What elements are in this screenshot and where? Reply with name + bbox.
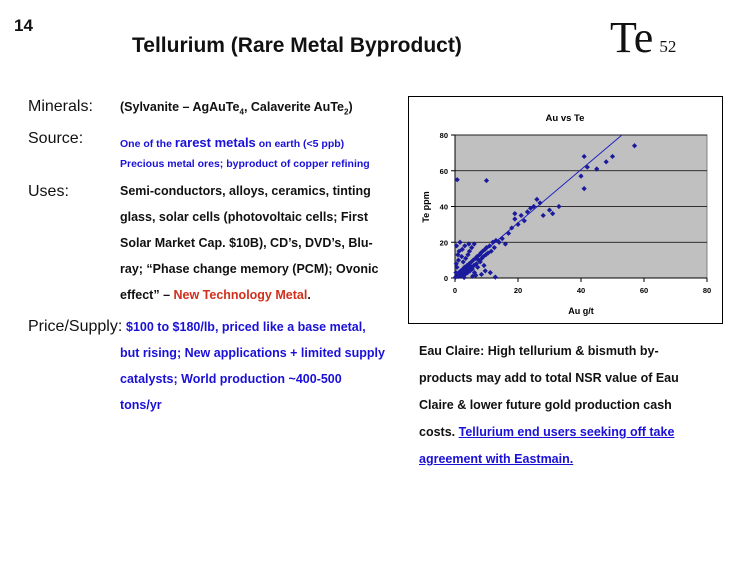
data-point bbox=[491, 245, 497, 251]
data-point bbox=[471, 270, 478, 276]
price-line: but rising; New applications + limited s… bbox=[120, 346, 385, 360]
minerals-part-2: , Calaverite AuTe bbox=[243, 100, 344, 114]
x-tick-label: 0 bbox=[453, 286, 457, 295]
page-title: Tellurium (Rare Metal Byproduct) bbox=[132, 34, 462, 57]
uses-last-suffix: . bbox=[307, 288, 311, 302]
source-label: Source: bbox=[28, 130, 84, 147]
source-emphasis: rarest metals bbox=[174, 135, 256, 150]
data-point bbox=[578, 173, 584, 179]
au-vs-te-chart: Au vs Te 0 20 40 60 80 0 20 40 60 80 Au g/t Te pp… bbox=[408, 96, 723, 324]
data-point bbox=[524, 209, 531, 215]
data-point bbox=[460, 266, 466, 272]
chart-title: Au vs Te bbox=[546, 113, 585, 124]
y-tick-label: 80 bbox=[440, 131, 448, 140]
data-point bbox=[483, 252, 489, 258]
element-symbol-block: Te 52 bbox=[610, 12, 676, 63]
price-line: catalysts; World production ~400-500 bbox=[120, 372, 342, 386]
source-line-2: Precious metal ores; byproduct of copper… bbox=[120, 158, 370, 170]
data-point bbox=[584, 164, 590, 170]
x-tick-label: 40 bbox=[577, 286, 585, 295]
data-point bbox=[594, 166, 600, 172]
data-point bbox=[515, 221, 521, 227]
data-point bbox=[456, 248, 462, 254]
data-point bbox=[483, 245, 490, 251]
minerals-sub-2: 2 bbox=[343, 107, 349, 117]
price-supply-text-rest: but rising; New applications + limited s… bbox=[120, 340, 385, 418]
minerals-part-3: ) bbox=[348, 100, 353, 114]
data-point bbox=[483, 177, 490, 184]
new-technology-metal: New Technology Metal bbox=[173, 288, 308, 302]
price-supply-text: $100 to $180/lb, priced like a base meta… bbox=[126, 314, 366, 340]
y-tick-label: 20 bbox=[440, 238, 448, 247]
price-line: $100 to $180/lb, priced like a base meta… bbox=[126, 320, 366, 334]
off-take-link-part-1[interactable]: Tellurium end users seeking off take bbox=[458, 425, 675, 439]
uses-line-last: effect” – New Technology Metal. bbox=[120, 282, 378, 308]
data-point bbox=[546, 207, 553, 213]
data-point bbox=[609, 153, 616, 160]
minerals-value: (Sylvanite – AgAuTe4, Calaverite AuTe2) bbox=[120, 94, 353, 126]
minerals-sub-1: 4 bbox=[239, 107, 244, 117]
data-point bbox=[468, 259, 474, 265]
price-line: tons/yr bbox=[120, 398, 162, 412]
chart-svg: Au vs Te 0 20 40 60 80 0 20 40 60 80 Au g/t Te pp… bbox=[421, 113, 711, 316]
x-tick-label: 20 bbox=[514, 286, 522, 295]
y-tick-label: 40 bbox=[440, 203, 448, 212]
eau-claire-line: agreement with Eastmain. bbox=[419, 446, 679, 473]
data-point bbox=[581, 186, 587, 192]
data-point bbox=[461, 274, 467, 281]
data-point bbox=[456, 270, 462, 276]
uses-line: glass, solar cells (photovoltaic cells; … bbox=[120, 210, 368, 224]
chart-x-label: Au g/t bbox=[568, 306, 594, 316]
uses-text: Semi-conductors, alloys, ceramics, tinti… bbox=[120, 178, 378, 308]
eau-claire-line: costs. Tellurium end users seeking off t… bbox=[419, 419, 679, 446]
x-tick-label: 80 bbox=[703, 286, 711, 295]
eau-claire-line: Claire & lower future gold production ca… bbox=[419, 398, 672, 412]
off-take-link-part-2[interactable]: agreement with Eastmain. bbox=[419, 452, 574, 466]
x-tick-label: 60 bbox=[640, 286, 648, 295]
minerals-part-1: (Sylvanite – AgAuTe bbox=[120, 100, 240, 114]
data-point bbox=[487, 270, 493, 276]
y-tick-label: 0 bbox=[444, 274, 448, 283]
data-point bbox=[460, 259, 466, 265]
source-line-1: One of the rarest metals on earth (<5 pp… bbox=[120, 130, 344, 157]
eau-claire-prefix: costs. bbox=[419, 425, 459, 439]
source-prefix: One of the bbox=[120, 138, 175, 150]
uses-last-prefix: effect” – bbox=[120, 288, 174, 302]
uses-line: Semi-conductors, alloys, ceramics, tinti… bbox=[120, 184, 371, 198]
eau-claire-line: products may add to total NSR value of E… bbox=[419, 371, 679, 385]
data-point bbox=[499, 236, 505, 242]
price-supply-label: Price/Supply: bbox=[28, 318, 123, 335]
data-point bbox=[464, 262, 470, 269]
data-point bbox=[468, 263, 474, 269]
data-point bbox=[631, 143, 638, 149]
minerals-label: Minerals: bbox=[28, 98, 93, 115]
element-symbol: Te bbox=[610, 13, 654, 62]
y-tick-label: 60 bbox=[440, 167, 448, 176]
atomic-number: 52 bbox=[659, 37, 677, 56]
chart-y-label: Te ppm bbox=[421, 191, 431, 222]
data-point bbox=[537, 200, 543, 206]
data-point bbox=[476, 257, 482, 263]
data-point bbox=[521, 218, 527, 224]
eau-claire-line: Eau Claire: High tellurium & bismuth by- bbox=[419, 344, 659, 358]
data-point bbox=[455, 257, 462, 263]
slide-number: 14 bbox=[14, 16, 33, 35]
uses-line: ray; “Phase change memory (PCM); Ovonic bbox=[120, 262, 379, 276]
source-suffix: on earth (<5 ppb) bbox=[255, 138, 345, 150]
eau-claire-text: Eau Claire: High tellurium & bismuth by-… bbox=[419, 338, 679, 473]
uses-label: Uses: bbox=[28, 183, 69, 200]
data-point bbox=[459, 246, 465, 252]
data-point bbox=[480, 248, 486, 254]
uses-line: Solar Market Cap. $10B), CD’s, DVD’s, Bl… bbox=[120, 236, 373, 250]
